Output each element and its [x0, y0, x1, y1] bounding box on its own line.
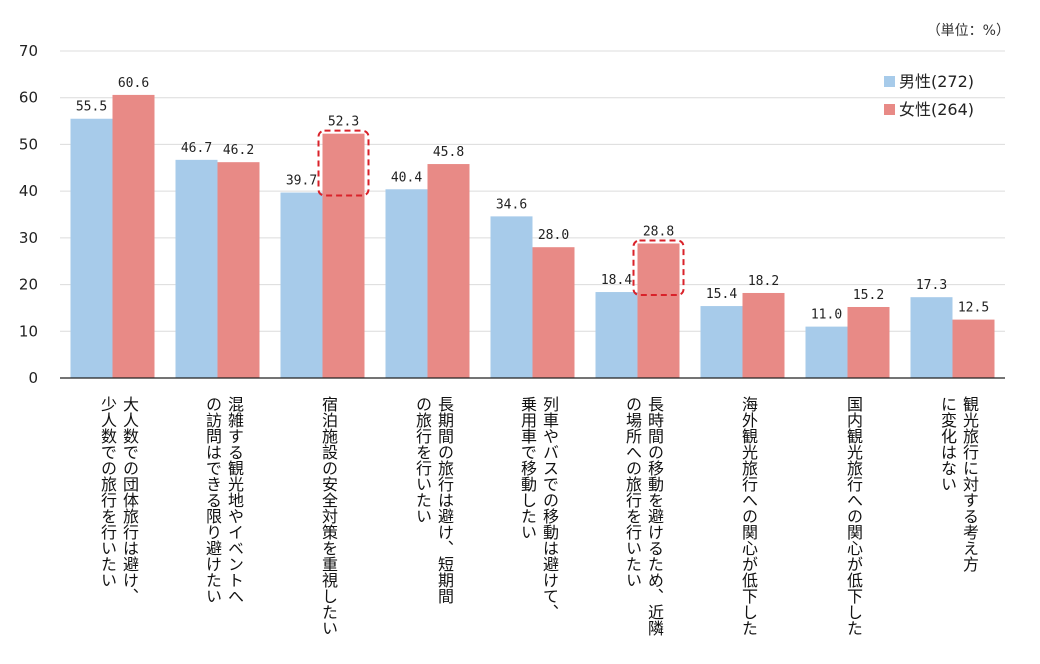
category-labels: 大人数での団体旅行は避け、少人数での旅行を行いたい 混雑する観光地やイベントへの訪… — [98, 396, 979, 636]
value-label: 34.6 — [496, 197, 527, 212]
value-label: 15.4 — [706, 287, 737, 302]
category-label: 乗用車で移動したい — [518, 396, 537, 540]
legend: 男性(272) 女性(264) — [884, 72, 974, 119]
category-label: の場所への旅行を行いたい — [623, 396, 642, 588]
bar — [532, 247, 575, 378]
value-label: 18.4 — [601, 273, 632, 288]
value-label: 28.8 — [643, 224, 674, 239]
y-tick-label: 60 — [19, 89, 38, 107]
bar — [637, 243, 680, 378]
category-label: 宿泊施設の安全対策を重視したい — [319, 396, 338, 636]
category-label: 長時間の移動を避けるため、近隣 — [645, 396, 664, 636]
category-label: に変化はない — [938, 396, 957, 492]
legend-swatch — [884, 76, 895, 87]
category-label: 海外観光旅行への関心が低下した — [739, 396, 758, 636]
bar — [742, 292, 785, 378]
unit-label: （単位：%） — [927, 23, 1010, 39]
category-label: 観光旅行に対する考え方 — [960, 396, 979, 573]
y-tick-label: 30 — [19, 229, 38, 247]
value-label: 46.7 — [181, 141, 212, 156]
value-label: 60.6 — [118, 76, 149, 91]
y-axis: 0 10 20 30 40 50 60 70 — [19, 42, 38, 387]
bar — [427, 164, 470, 378]
category-label: の訪問はできる限り避けたい — [203, 396, 222, 604]
legend-label: 女性(264) — [899, 100, 974, 119]
legend-swatch — [884, 104, 895, 115]
category-label: 少人数での旅行を行いたい — [98, 396, 117, 588]
bar — [217, 162, 260, 378]
value-label: 45.8 — [433, 145, 464, 160]
bars — [70, 94, 995, 378]
bar — [175, 159, 218, 378]
bar — [700, 306, 743, 378]
legend-label: 男性(272) — [899, 72, 974, 91]
highlight-boxes — [317, 129, 685, 297]
value-label: 17.3 — [916, 278, 947, 293]
bar — [847, 306, 890, 378]
value-label: 40.4 — [391, 170, 422, 185]
y-tick-label: 40 — [19, 182, 38, 200]
category-label: の旅行を行いたい — [413, 396, 432, 524]
bar — [490, 216, 533, 378]
category-label: 長期間の旅行は避け、短期間 — [435, 396, 454, 605]
bar — [322, 133, 365, 378]
bar — [385, 189, 428, 378]
value-label: 52.3 — [328, 115, 359, 130]
bar — [805, 326, 848, 378]
value-label: 55.5 — [76, 100, 107, 115]
y-tick-label: 10 — [19, 322, 38, 340]
y-tick-label: 50 — [19, 135, 38, 153]
highlight-box — [317, 129, 370, 197]
value-label: 12.5 — [958, 301, 989, 316]
bar — [952, 319, 995, 378]
bar — [280, 192, 323, 378]
value-label: 15.2 — [853, 288, 884, 303]
category-label: 大人数での団体旅行は避け、 — [120, 396, 139, 604]
category-label: 列車やバスでの移動は避けて、 — [540, 396, 559, 620]
bar — [70, 118, 113, 378]
bar — [595, 292, 638, 378]
category-label: 国内観光旅行への関心が低下した — [844, 396, 863, 636]
bar — [910, 297, 953, 378]
value-label: 39.7 — [286, 174, 317, 189]
y-tick-label: 0 — [28, 369, 38, 387]
value-label: 11.0 — [811, 308, 842, 323]
bar — [112, 94, 155, 378]
y-tick-label: 70 — [19, 42, 38, 60]
value-label: 18.2 — [748, 274, 779, 289]
value-label: 46.2 — [223, 143, 254, 158]
value-label: 28.0 — [538, 228, 569, 243]
y-tick-label: 20 — [19, 276, 38, 294]
value-labels: 55.5 60.6 46.7 46.2 39.7 52.3 40.4 45.8 34.6 28.0… — [76, 76, 989, 323]
category-label: 混雑する観光地やイベントへ — [225, 396, 244, 604]
